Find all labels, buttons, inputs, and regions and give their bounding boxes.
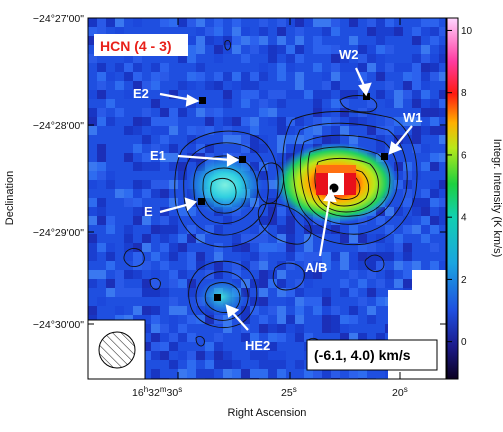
velocity-box xyxy=(306,339,438,371)
label-e: E xyxy=(144,204,153,219)
label-e1: E1 xyxy=(150,148,166,163)
label-ab: A/B xyxy=(305,260,327,275)
y-axis-label: Declination xyxy=(4,171,16,225)
velocity-range-label: (-6.1, 4.0) km/s xyxy=(314,347,411,363)
contour-lines xyxy=(123,39,418,350)
y-tick-label: −24°30'00" xyxy=(33,319,84,331)
colorbar-tick-label: 8 xyxy=(461,88,467,99)
x-tick-label-ra30: 16h32m30s xyxy=(132,385,182,399)
source-markers xyxy=(198,93,388,301)
y-tick-label: −24°29'00" xyxy=(33,227,84,239)
colorbar-tick-label: 10 xyxy=(461,26,473,37)
label-arrows xyxy=(159,67,413,331)
x-tick-label-ra20: 20s xyxy=(392,385,408,399)
colorbar-ticks: 0 2 4 6 8 10 xyxy=(447,26,473,348)
colorbar-label: Integr. Intensity (K km/s) xyxy=(491,139,503,258)
label-w1: W1 xyxy=(403,110,423,125)
marker-e1 xyxy=(239,156,246,163)
marker-w2 xyxy=(363,93,370,100)
marker-e2 xyxy=(199,97,206,104)
x-axis-label: Right Ascension xyxy=(228,407,307,419)
marker-w1 xyxy=(381,153,388,160)
marker-he2 xyxy=(214,294,221,301)
marker-e xyxy=(198,198,205,205)
colorbar-tick-label: 4 xyxy=(461,213,467,224)
source-labels: W2 E2 W1 E1 E A/B HE2 xyxy=(133,47,423,353)
beam-ellipse xyxy=(98,331,136,369)
colorbar-tick-label: 2 xyxy=(461,275,467,286)
x-tick-label-ra25: 25s xyxy=(281,385,297,399)
blank-region-right-upper xyxy=(412,270,446,295)
label-e2: E2 xyxy=(133,86,149,101)
y-axis-ticks xyxy=(88,17,446,325)
x-tick-labels: 16h32m30s 25s 20s xyxy=(132,385,408,399)
title-box xyxy=(94,34,188,56)
glow-e1 xyxy=(187,155,263,215)
label-he2: HE2 xyxy=(245,338,270,353)
glow-he2 xyxy=(198,279,246,315)
x-axis-ticks xyxy=(177,18,401,379)
colorbar-tick-label: 6 xyxy=(461,150,467,161)
y-tick-label: −24°28'00" xyxy=(33,120,84,132)
plot-frame xyxy=(87,17,447,380)
colorbar-tick-label: 0 xyxy=(461,337,467,348)
label-w2: W2 xyxy=(339,47,359,62)
colorbar xyxy=(446,17,459,380)
y-tick-labels: −24°27'00" −24°28'00" −24°29'00" −24°30'… xyxy=(33,13,84,331)
y-tick-label: −24°27'00" xyxy=(33,13,84,25)
chart-title: HCN (4 - 3) xyxy=(100,38,172,54)
